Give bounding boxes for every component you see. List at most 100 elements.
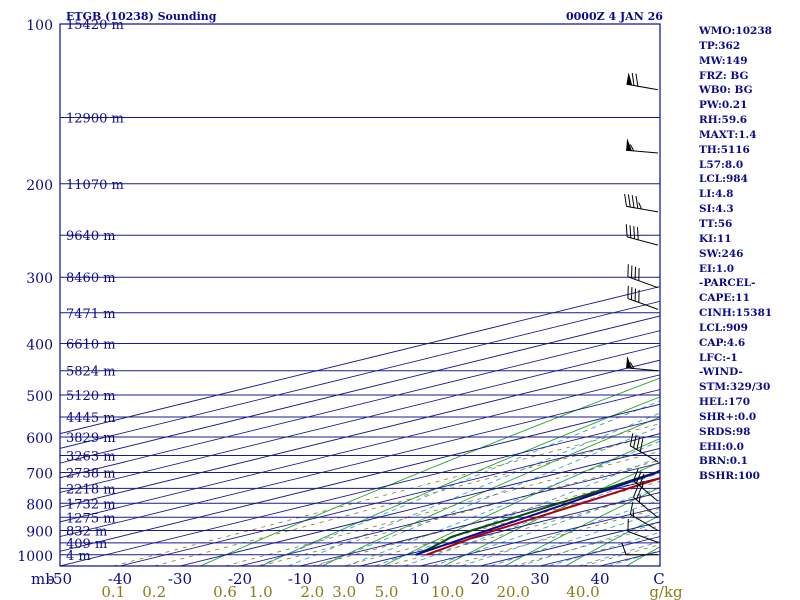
pressure-tick-label: 700 <box>26 467 53 483</box>
dry-adiabat-line <box>200 377 660 566</box>
indices-panel: WMO:10238 TP:362 MW:149 FRZ: BG WB0: BG PW:0.… <box>699 24 799 484</box>
mixing-ratio-line <box>513 525 660 566</box>
wind-barb <box>621 542 658 556</box>
wind-barb-feather <box>625 224 628 237</box>
index-line: TH:5116 <box>699 143 750 156</box>
index-line: EI:1.0 <box>699 262 735 275</box>
height-label: 4 m <box>66 549 91 564</box>
isotherm-line <box>60 389 660 538</box>
isotherm-line <box>60 418 660 566</box>
mixing-ratio-tick-label: 0.2 <box>142 583 166 600</box>
wind-barb-staff <box>626 149 659 154</box>
wind-barb-staff <box>626 367 659 372</box>
wind-barb <box>625 224 659 246</box>
temperature-tick-label: -20 <box>228 570 252 588</box>
pressure-tick-label: 100 <box>26 18 53 34</box>
index-line: CAPE:11 <box>699 292 750 305</box>
wind-barb <box>633 485 659 519</box>
mixing-ratio-tick-label: 2.0 <box>300 583 324 600</box>
temperature-tick-label: 40 <box>590 570 609 588</box>
pressure-tick-label: 800 <box>26 497 53 513</box>
wind-barb <box>624 193 659 213</box>
wind-barb <box>627 285 659 310</box>
sounding-time: 0000Z 4 JAN 26 <box>566 10 663 23</box>
pressure-tick-label: 500 <box>26 389 53 405</box>
wind-barb-pennant <box>626 138 632 151</box>
index-line: -WIND- <box>699 366 743 379</box>
temperature-tick-label: 30 <box>530 570 549 588</box>
index-line: LCL:984 <box>699 173 748 186</box>
wind-barb-feather <box>631 195 635 208</box>
mixing-ratio-tick-label: 0.6 <box>213 583 237 600</box>
wind-barb-staff <box>627 276 659 289</box>
index-line: LFC:-1 <box>699 351 738 364</box>
mixing-ratio-unit-label: g/kg <box>649 583 683 600</box>
wind-barb <box>626 138 659 154</box>
wind-barb-feather <box>638 494 641 503</box>
wind-barb <box>626 356 659 372</box>
index-line: EHI:0.0 <box>699 440 744 453</box>
dry-adiabat-line <box>443 461 660 566</box>
height-label: 4445 m <box>66 411 116 426</box>
wind-barb-staff <box>630 445 659 463</box>
wind-barb-pennant <box>626 356 632 369</box>
index-line: MAXT:1.4 <box>699 128 757 141</box>
index-line: TP:362 <box>699 39 741 52</box>
index-line: MW:149 <box>699 54 748 67</box>
wind-barb-staff <box>626 236 659 246</box>
wind-barb-feather <box>629 502 634 515</box>
dry-adiabat-line <box>261 396 660 566</box>
isotherm-line <box>60 286 660 435</box>
index-line: SW:246 <box>699 247 744 260</box>
mixing-ratio-line <box>224 450 660 566</box>
temperature-tick-label: -50 <box>48 570 72 588</box>
wind-barb-feather <box>631 72 635 86</box>
index-line: SI:4.3 <box>699 203 734 216</box>
wind-barb-feather <box>621 542 627 555</box>
mixing-ratio-tick-label: 10.0 <box>431 583 464 600</box>
wind-barb-staff <box>626 205 659 213</box>
wind-barb-feather <box>633 468 639 481</box>
wind-barbs <box>621 72 659 556</box>
wind-barb-staff <box>627 298 659 310</box>
wind-barb <box>629 502 659 531</box>
wind-barb-feather <box>635 487 642 500</box>
wind-barb <box>626 72 659 91</box>
temperature-tick-label: -40 <box>108 570 132 588</box>
pressure-tick-label: 300 <box>26 271 53 287</box>
height-label: 12900 m <box>66 112 124 127</box>
mixing-ratio-tick-label: 40.0 <box>566 583 599 600</box>
temperature-tick-label: -30 <box>168 570 192 588</box>
wind-barb-feather <box>635 471 642 484</box>
temperature-tick-label: 10 <box>410 570 429 588</box>
wind-barb-feather <box>632 509 635 517</box>
wind-barb-feather <box>638 202 643 210</box>
height-label: 15420 m <box>66 18 124 33</box>
wind-barb-feather <box>638 473 645 486</box>
isotherm-line <box>60 374 660 523</box>
pressure-tick-label: 600 <box>26 431 53 447</box>
mixing-ratio-tick-label: 1.0 <box>249 583 273 600</box>
height-label: 3829 m <box>66 431 116 446</box>
index-line: L57:8.0 <box>699 158 744 171</box>
index-line: SHR+:0.0 <box>699 410 757 423</box>
wind-barb-feather <box>629 225 632 238</box>
isotherm-line <box>239 462 660 566</box>
pressure-tick-label: 1000 <box>17 549 53 565</box>
wind-barb-feather <box>637 227 639 240</box>
index-line: -PARCEL- <box>699 277 756 290</box>
wind-barb-feather <box>639 439 644 452</box>
sounding-series <box>415 469 660 556</box>
height-label: 2738 m <box>66 467 116 482</box>
mixing-ratio-line <box>260 459 660 566</box>
wind-barb-staff <box>633 496 659 519</box>
mixing-ratio-tick-label: 5.0 <box>375 583 399 600</box>
index-line: SRDS:98 <box>699 425 751 438</box>
index-line: LCL:909 <box>699 321 748 334</box>
index-line: RH:59.6 <box>699 114 748 127</box>
sounding-line-3 <box>415 470 660 556</box>
mixing-ratio-line <box>447 507 660 566</box>
index-line: BRN:0.1 <box>699 455 748 468</box>
wind-barb <box>627 264 659 289</box>
wind-barb-feather <box>641 480 644 489</box>
